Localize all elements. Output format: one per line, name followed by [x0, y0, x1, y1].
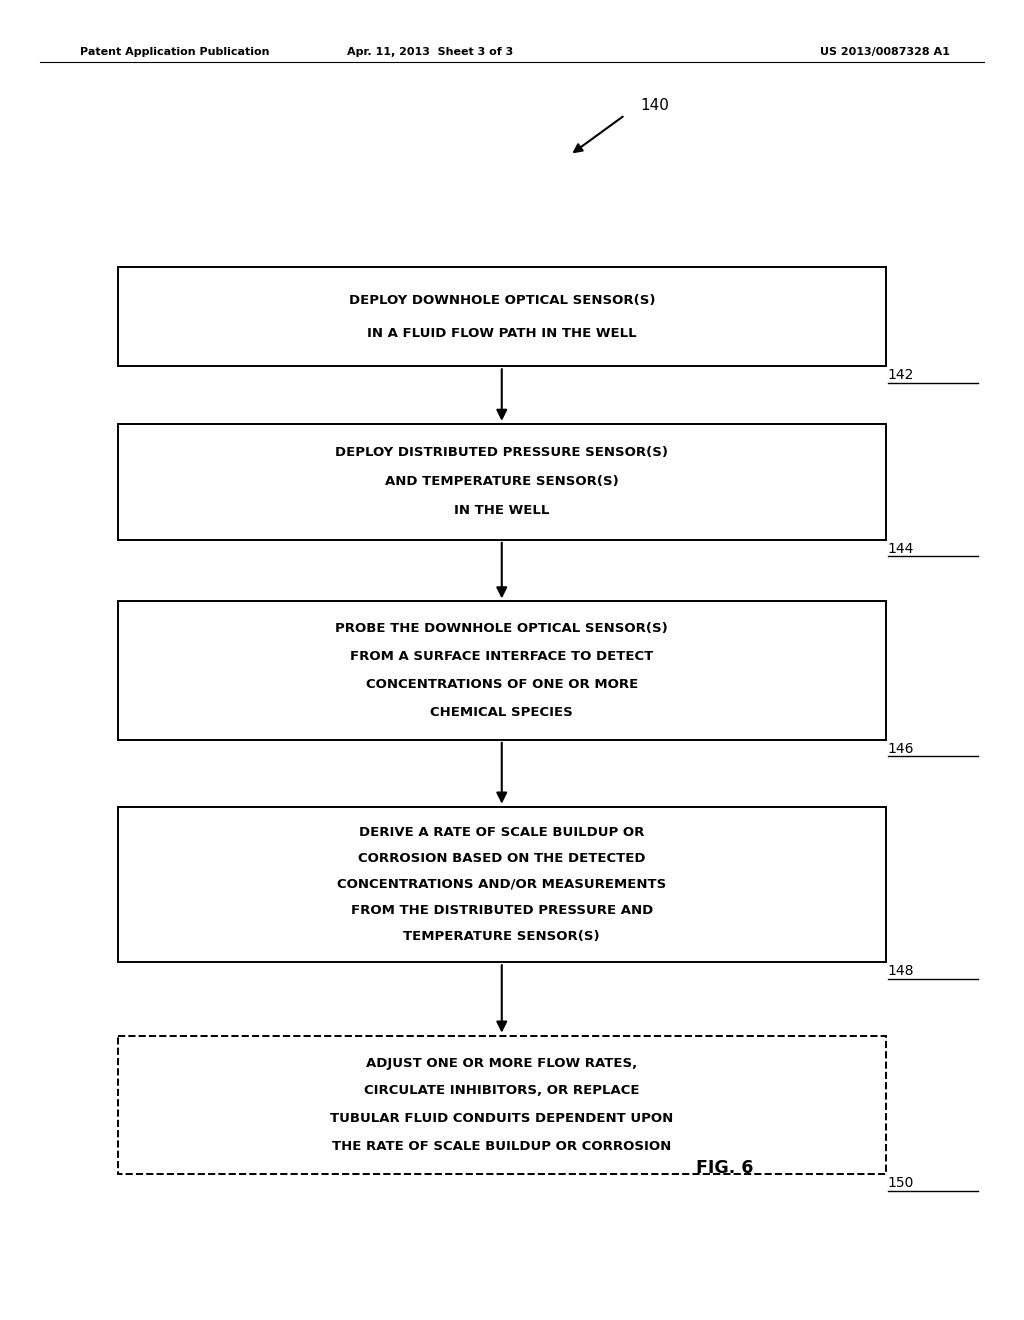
Bar	[118, 424, 886, 540]
Text: 144: 144	[888, 543, 914, 556]
Text: DERIVE A RATE OF SCALE BUILDUP OR: DERIVE A RATE OF SCALE BUILDUP OR	[359, 826, 644, 840]
Text: FROM A SURFACE INTERFACE TO DETECT: FROM A SURFACE INTERFACE TO DETECT	[350, 651, 653, 663]
Text: TEMPERATURE SENSOR(S): TEMPERATURE SENSOR(S)	[403, 929, 600, 942]
Text: Apr. 11, 2013  Sheet 3 of 3: Apr. 11, 2013 Sheet 3 of 3	[347, 48, 513, 57]
Text: 140: 140	[640, 98, 669, 112]
Text: THE RATE OF SCALE BUILDUP OR CORROSION: THE RATE OF SCALE BUILDUP OR CORROSION	[332, 1140, 672, 1152]
Text: CONCENTRATIONS OF ONE OR MORE: CONCENTRATIONS OF ONE OR MORE	[366, 678, 638, 690]
Text: FROM THE DISTRIBUTED PRESSURE AND: FROM THE DISTRIBUTED PRESSURE AND	[350, 904, 653, 917]
Text: FIG. 6: FIG. 6	[696, 1159, 754, 1177]
Bar	[118, 807, 886, 962]
Text: CIRCULATE INHIBITORS, OR REPLACE: CIRCULATE INHIBITORS, OR REPLACE	[364, 1085, 640, 1097]
Text: TUBULAR FLUID CONDUITS DEPENDENT UPON: TUBULAR FLUID CONDUITS DEPENDENT UPON	[330, 1113, 674, 1125]
Text: DEPLOY DOWNHOLE OPTICAL SENSOR(S): DEPLOY DOWNHOLE OPTICAL SENSOR(S)	[348, 294, 655, 306]
Text: 148: 148	[888, 965, 914, 978]
Text: IN THE WELL: IN THE WELL	[454, 504, 550, 517]
Text: CORROSION BASED ON THE DETECTED: CORROSION BASED ON THE DETECTED	[358, 851, 645, 865]
Text: PROBE THE DOWNHOLE OPTICAL SENSOR(S): PROBE THE DOWNHOLE OPTICAL SENSOR(S)	[336, 623, 668, 635]
Text: CONCENTRATIONS AND/OR MEASUREMENTS: CONCENTRATIONS AND/OR MEASUREMENTS	[337, 878, 667, 891]
Bar	[118, 602, 886, 741]
Text: 146: 146	[888, 742, 914, 756]
Text: IN A FLUID FLOW PATH IN THE WELL: IN A FLUID FLOW PATH IN THE WELL	[367, 327, 637, 339]
Bar	[118, 267, 886, 366]
Text: 150: 150	[888, 1176, 914, 1191]
Text: Patent Application Publication: Patent Application Publication	[80, 48, 269, 57]
Text: US 2013/0087328 A1: US 2013/0087328 A1	[820, 48, 950, 57]
Text: DEPLOY DISTRIBUTED PRESSURE SENSOR(S): DEPLOY DISTRIBUTED PRESSURE SENSOR(S)	[335, 446, 669, 459]
Text: AND TEMPERATURE SENSOR(S): AND TEMPERATURE SENSOR(S)	[385, 475, 618, 488]
Bar	[118, 1035, 886, 1175]
Text: CHEMICAL SPECIES: CHEMICAL SPECIES	[430, 706, 573, 718]
Text: 142: 142	[888, 368, 914, 383]
Text: ADJUST ONE OR MORE FLOW RATES,: ADJUST ONE OR MORE FLOW RATES,	[367, 1057, 637, 1069]
